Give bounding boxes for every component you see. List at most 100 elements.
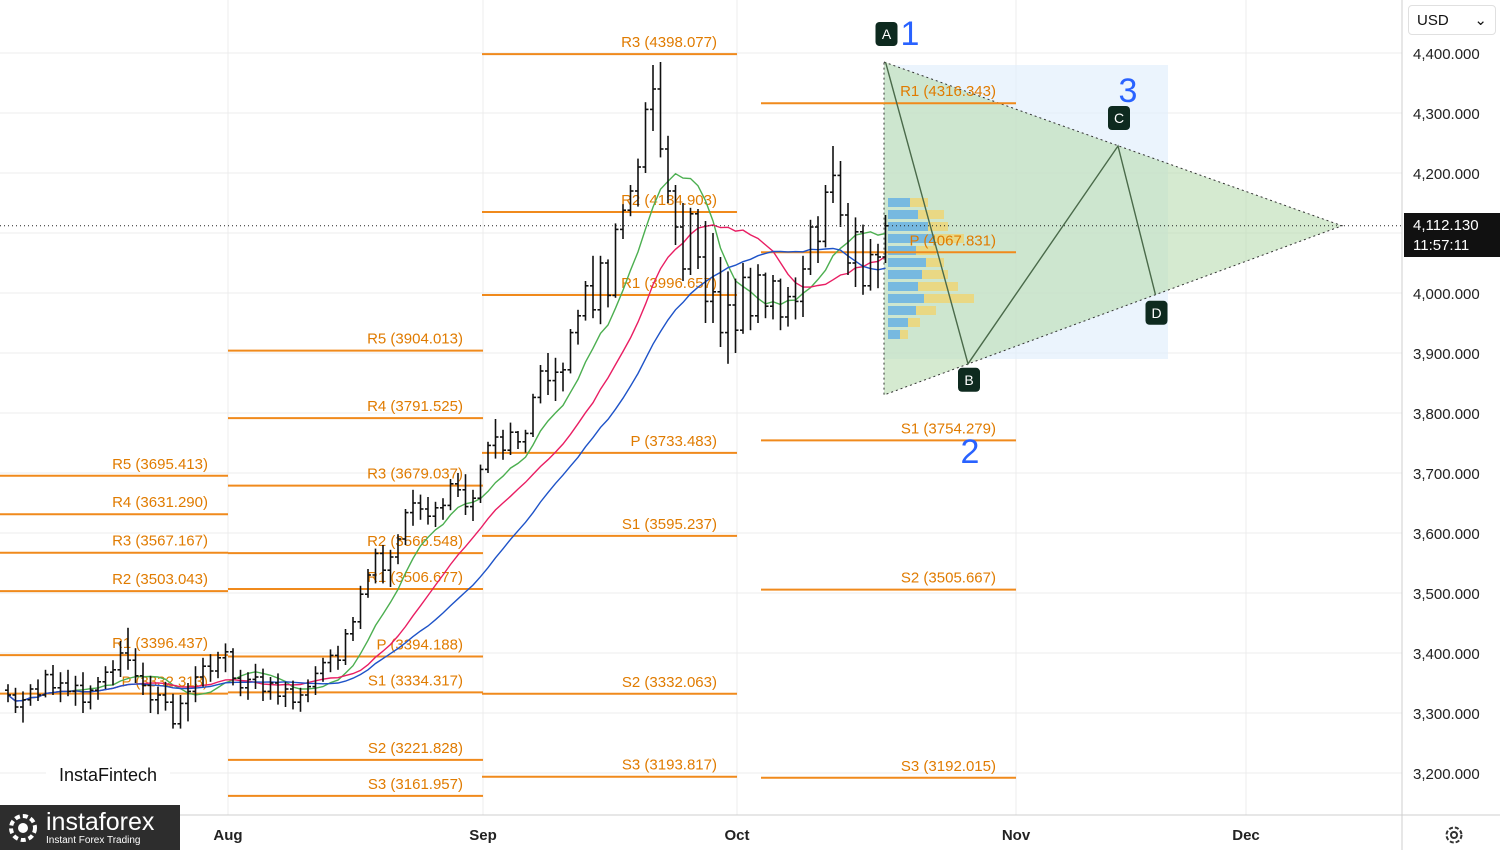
pivot-label: R2 (3503.043) (112, 571, 208, 588)
y-tick-label: 4,400.000 (1413, 46, 1480, 63)
currency-selector[interactable]: USD ⌄ (1408, 5, 1496, 35)
pivot-label: S3 (3192.015) (901, 758, 996, 775)
pivot-label: P (3733.483) (631, 433, 717, 450)
pivot-label: S3 (3161.957) (368, 776, 463, 793)
volume-profile-bar (918, 282, 958, 291)
moving-average-line (7, 247, 886, 702)
pattern-point-marker (1108, 106, 1130, 130)
volume-profile-bar (888, 318, 908, 327)
pattern-point-label: B (964, 372, 973, 388)
pivot-label: S2 (3221.828) (368, 740, 463, 757)
volume-profile-bar (918, 210, 944, 219)
instafintech-text: InstaFintech (58, 764, 158, 785)
moving-average-line (7, 224, 886, 702)
pattern-point-label: D (1151, 305, 1161, 321)
pivot-label: R1 (3396.437) (112, 635, 208, 652)
pattern-point-marker (1145, 300, 1168, 325)
y-tick-label: 4,200.000 (1413, 166, 1480, 183)
x-tick-label: Oct (724, 827, 749, 844)
volume-profile-bar (888, 210, 918, 219)
pivot-label: R1 (3506.677) (367, 569, 463, 586)
volume-profile-bar (910, 198, 928, 207)
pivot-label: S1 (3334.317) (368, 672, 463, 689)
volume-profile-bar (888, 258, 926, 267)
volume-profile-bar (900, 330, 908, 339)
volume-profile-bar (908, 318, 920, 327)
triangle-shape (883, 61, 1344, 396)
y-tick-label: 3,400.000 (1413, 646, 1480, 663)
x-tick-label: Nov (1002, 827, 1031, 844)
volume-profile-bar (926, 258, 944, 267)
y-tick-label: 3,500.000 (1413, 586, 1480, 603)
volume-profile-bar (916, 306, 936, 315)
pivot-label: R3 (4398.077) (621, 34, 717, 51)
volume-profile-bar (922, 270, 948, 279)
volume-profile-bar (888, 198, 910, 207)
volume-profile-bar (928, 222, 948, 231)
settings-icon[interactable] (1440, 821, 1468, 849)
moving-average-line (7, 172, 886, 702)
pivot-label: R4 (3631.290) (112, 494, 208, 511)
x-tick-label: Sep (469, 827, 497, 844)
pivot-label: S3 (3193.817) (622, 757, 717, 774)
y-tick-label: 3,200.000 (1413, 766, 1480, 783)
volume-profile-bar (888, 246, 916, 255)
x-tick-label: Aug (213, 827, 242, 844)
y-tick-label: 3,700.000 (1413, 466, 1480, 483)
pivot-label: S2 (3332.063) (622, 674, 717, 691)
grid-lines (0, 0, 1402, 815)
y-tick-label: 3,300.000 (1413, 706, 1480, 723)
last-price-value: 4,112.130 (1413, 217, 1479, 234)
currency-label: USD (1417, 11, 1449, 29)
volume-profile-bar (924, 294, 974, 303)
y-tick-label: 3,900.000 (1413, 346, 1480, 363)
pivot-label: S1 (3595.237) (622, 516, 717, 533)
pivot-levels: R5 (3695.413) R4 (3631.290) R3 (3567.167) R… (0, 34, 1016, 797)
pivot-label: P (4067.831) (910, 232, 996, 249)
pivot-label: S2 (3505.667) (901, 570, 996, 587)
volume-profile-bar (888, 294, 924, 303)
pivot-label: R2 (4134.903) (621, 192, 717, 209)
bar-countdown: 11:57:11 (1413, 237, 1470, 254)
pivot-label: R5 (3695.413) (112, 456, 208, 473)
volume-profile-bar (916, 246, 936, 255)
gear-logo-icon (9, 813, 37, 842)
pivot-label: R2 (3566.548) (367, 533, 463, 550)
wave-label: 3 (1119, 72, 1138, 110)
pattern-point-marker (958, 367, 980, 392)
y-tick-label: 4,000.000 (1413, 286, 1480, 303)
ohlc-bars (5, 62, 889, 729)
volume-profile-bar (888, 222, 928, 231)
pattern-point-marker (875, 22, 898, 46)
wave-label: 1 (901, 15, 920, 53)
instaforex-logo: instaforex Instant Forex Trading (0, 805, 180, 850)
pivot-label: R1 (3996.657) (621, 275, 717, 292)
y-tick-label: 4,300.000 (1413, 106, 1480, 123)
y-tick-label: 3,600.000 (1413, 526, 1480, 543)
instaforex-name: instaforex (46, 807, 155, 836)
pattern-point-label: C (1114, 110, 1124, 126)
pivot-label: S1 (3754.279) (901, 420, 996, 437)
volume-profile-bar (888, 306, 916, 315)
volume-profile-bar (888, 282, 918, 291)
volume-profile-bar (888, 330, 900, 339)
pattern-point-label: A (882, 26, 892, 42)
moving-averages (7, 172, 886, 702)
wave-annotations: A B C D 1 2 3 (0, 15, 1402, 471)
volume-profile-bar (888, 270, 922, 279)
volume-profile-bar (888, 234, 934, 243)
pivot-label: R4 (3791.525) (367, 398, 463, 415)
instafintech-logo: InstaFintech (46, 740, 170, 810)
chevron-down-icon: ⌄ (1474, 12, 1487, 29)
volume-profile-bar (934, 234, 964, 243)
abcd-zigzag (884, 61, 1157, 366)
x-tick-label: Dec (1232, 827, 1260, 844)
y-tick-label: 3,800.000 (1413, 406, 1480, 423)
pivot-label: R5 (3904.013) (367, 331, 463, 348)
pivot-label: R1 (4316.343) (900, 83, 996, 100)
instaforex-tagline: Instant Forex Trading (46, 834, 141, 846)
last-price-tag: 4,112.130 11:57:11 (1404, 213, 1500, 257)
wave-label: 2 (961, 433, 980, 471)
